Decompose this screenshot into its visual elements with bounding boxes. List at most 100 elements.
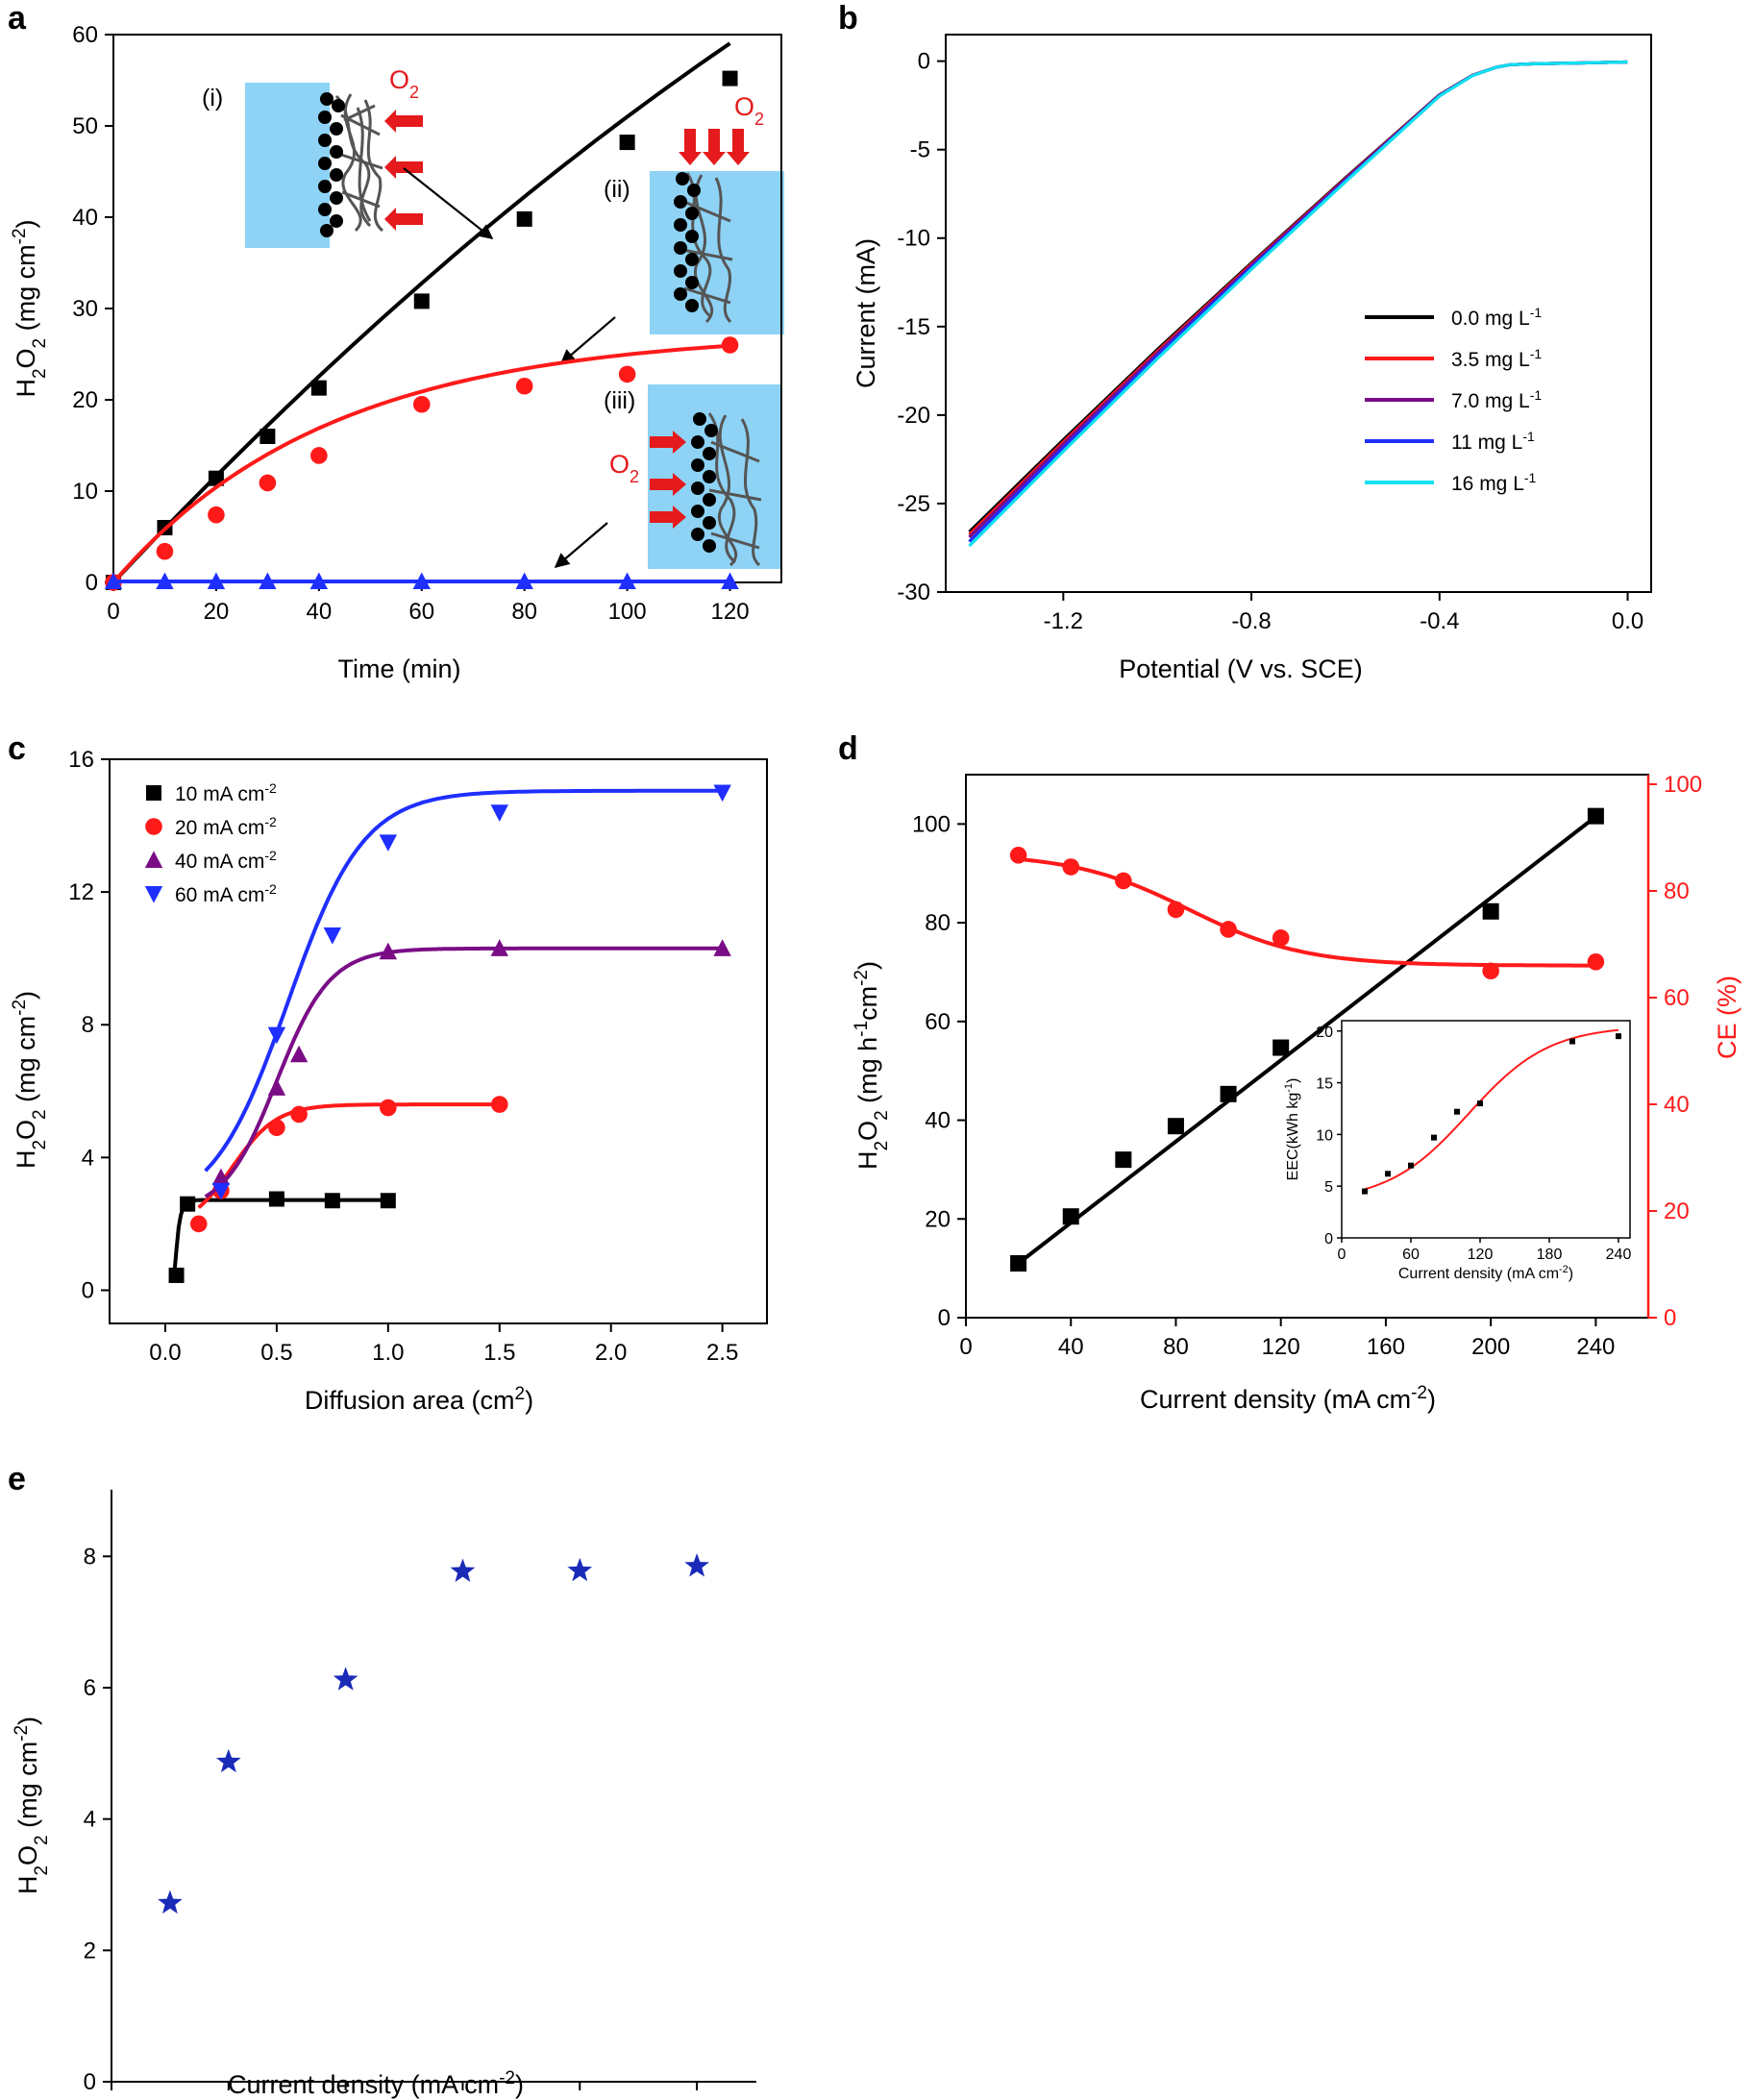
carbon-fiber-i (334, 93, 384, 233)
x-tick-label-c: 0.0 (149, 1340, 181, 1366)
inset-x-tick-label: 0 (1338, 1247, 1346, 1263)
x-tick-label-a: 40 (306, 599, 332, 625)
data-point-a (309, 572, 329, 590)
data-point-d-ce (1482, 962, 1499, 980)
electrolyte-block-i (245, 83, 330, 248)
data-point-c (380, 1193, 396, 1209)
panel-label-a: a (8, 0, 27, 37)
legend-b: 0.0 mg L-1 3.5 mg L-1 7.0 mg L-1 11 mg L-1 1… (1365, 305, 1542, 495)
x-tick-label-d: 40 (1058, 1334, 1084, 1360)
data-point-c (180, 1196, 196, 1212)
y-tick-label-a: 10 (72, 479, 98, 505)
x-tick-label-c: 0.5 (260, 1340, 292, 1366)
inset-y-tick-label: 10 (1316, 1127, 1333, 1144)
data-point-a (208, 506, 225, 524)
x-tick-label-e: 20 (215, 2098, 241, 2100)
data-point-d-production (1115, 1151, 1132, 1169)
y-tick-label-d: 100 (912, 811, 951, 837)
inset-data-point (1569, 1038, 1575, 1045)
series-line-b-2 (968, 60, 1628, 539)
y-tick-label-b: 0 (918, 49, 930, 75)
legend-label-c-0: 10 mA cm-2 (175, 780, 277, 805)
data-point-a (207, 572, 226, 590)
data-point-a (259, 429, 276, 444)
plot-e: 0 20 40 60 80 100 0 2 4 6 8 Current density (mA cm-… (12, 1489, 757, 2100)
x-tick-label-a: 80 (511, 599, 537, 625)
x-tick-label-c: 2.0 (595, 1340, 627, 1366)
fit-line-c-2 (204, 946, 723, 1198)
data-point-d-production (1482, 902, 1499, 920)
x-tick-label-d: 200 (1471, 1334, 1510, 1360)
diagram-iii (648, 384, 782, 569)
inset-data-point (1385, 1171, 1391, 1177)
fit-line-d-production (1017, 815, 1597, 1266)
data-point-a (156, 542, 174, 560)
o2-arrows-ii (679, 129, 750, 165)
data-point-a (721, 336, 739, 354)
data-point-d-production (1587, 807, 1604, 825)
y-tick-label-b: -25 (897, 491, 930, 517)
panel-label-b: b (838, 0, 858, 37)
data-point-e (216, 1748, 241, 1773)
x-tick-label-b: -0.4 (1420, 608, 1459, 634)
y-tick-label-e: 4 (84, 1807, 96, 1833)
data-point-c (211, 1168, 231, 1186)
data-point-a (515, 572, 533, 590)
catalyst-particles-ii (674, 172, 701, 312)
data-point-c (211, 1182, 231, 1200)
data-point-a (413, 293, 430, 309)
inset-x-tick-label: 120 (1468, 1247, 1494, 1263)
y-tick-label-b: -15 (897, 314, 930, 340)
legend-label-c-2: 40 mA cm-2 (175, 848, 277, 873)
x-tick-label-b: 0.0 (1612, 608, 1643, 634)
data-point-d-ce (1167, 901, 1185, 919)
legend-marker-c-1 (145, 818, 162, 835)
y-tick-label-e: 2 (84, 1938, 96, 1964)
y-tick-label-a: 0 (86, 570, 98, 596)
data-point-c (490, 939, 508, 956)
legend-label-b-4: 16 mg L-1 (1451, 470, 1537, 495)
inset-fit-line (1364, 1028, 1619, 1191)
fit-line-c-3 (204, 788, 723, 1173)
x-tick-label-e: 100 (678, 2098, 716, 2100)
y-tick-label-a: 50 (72, 113, 98, 139)
y2-tick-label-d: 100 (1664, 772, 1702, 798)
x-axis-label-a: Time (min) (338, 655, 461, 683)
data-point-d-production (1167, 1118, 1184, 1135)
y-tick-label-b: -30 (897, 580, 930, 605)
plot-b: -1.2 -0.8 -0.4 0.0 0 -5 -10 -15 -20 -25 -30 Potenti… (852, 34, 1652, 683)
data-point-a (412, 572, 431, 590)
x-tick-label-e: 80 (567, 2098, 593, 2100)
y-tick-label-d: 80 (925, 910, 951, 936)
inset-data-point (1454, 1108, 1460, 1115)
data-point-d-ce (1062, 858, 1080, 876)
y-axis-label-e: H2O2 (mg cm-2) (12, 1717, 52, 1894)
data-point-d-ce (1009, 847, 1027, 864)
data-point-a (156, 572, 174, 590)
data-point-e (567, 1557, 593, 1582)
o2-arrows-i (384, 110, 423, 231)
legend-label-b-3: 11 mg L-1 (1451, 429, 1535, 454)
data-point-c (268, 1191, 284, 1207)
inset-data-point (1408, 1162, 1414, 1169)
y-axis-label-d: H2O2 (mg h-1cm-2) (852, 961, 892, 1170)
carbon-fiber-iii (707, 412, 762, 567)
x-axis-label-c: Diffusion area (cm2) (305, 1384, 533, 1416)
inset-y-tick-label: 0 (1324, 1231, 1333, 1248)
x-tick-label-a: 20 (204, 599, 230, 625)
data-point-e (684, 1553, 709, 1577)
o2-label-ii: O2 (734, 92, 764, 129)
y-axis-label-c: H2O2 (mg cm-2) (10, 991, 50, 1169)
y-tick-label-d: 40 (925, 1108, 951, 1134)
x-tick-label-a: 60 (408, 599, 434, 625)
plot-a: 0 20 40 60 80 100 120 0 10 20 30 40 50 60 Time (min) H2… (10, 22, 782, 683)
carbon-fiber-ii (681, 172, 733, 324)
data-point-d-production (1010, 1255, 1027, 1272)
legend-marker-c-3 (144, 886, 163, 903)
data-point-a (618, 365, 636, 383)
annotation-ii: (ii) (604, 176, 630, 203)
data-point-c (168, 1267, 185, 1283)
x-tick-label-d: 160 (1367, 1334, 1405, 1360)
